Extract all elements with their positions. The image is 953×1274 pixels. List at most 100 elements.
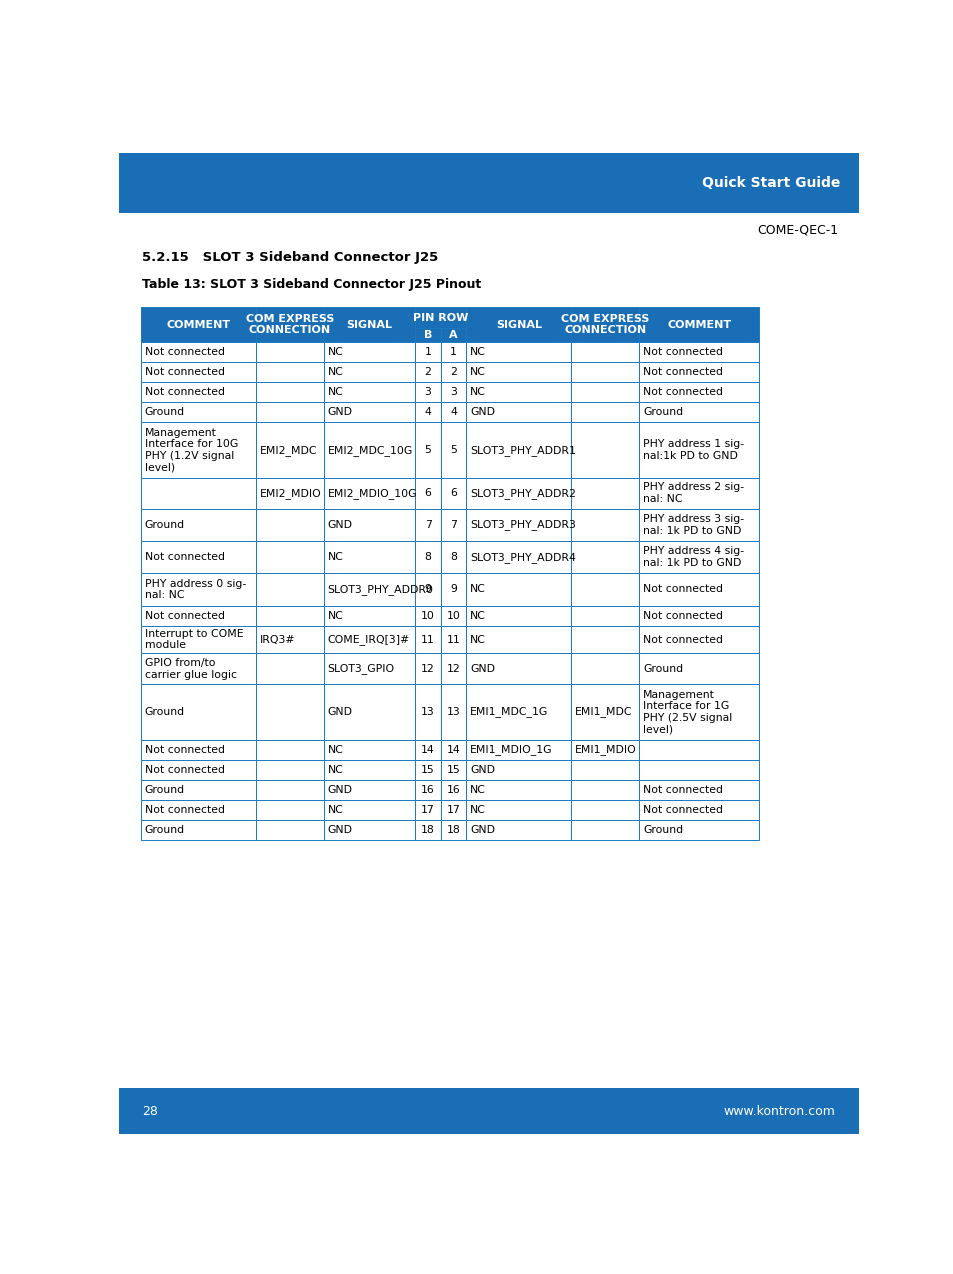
Bar xyxy=(255,508,323,541)
Text: Ground: Ground xyxy=(642,824,682,834)
Text: EMI1_MDC_1G: EMI1_MDC_1G xyxy=(470,707,548,717)
Text: IRQ3#: IRQ3# xyxy=(259,634,294,645)
Text: NC: NC xyxy=(328,805,343,814)
Text: Not connected: Not connected xyxy=(145,552,225,562)
Bar xyxy=(141,780,255,800)
Text: 6: 6 xyxy=(450,488,456,498)
Bar xyxy=(571,541,639,573)
Text: 11: 11 xyxy=(421,634,435,645)
Text: 4: 4 xyxy=(450,408,456,418)
Bar xyxy=(440,800,466,819)
Text: 3: 3 xyxy=(450,387,456,397)
Bar xyxy=(323,684,415,740)
Bar xyxy=(323,780,415,800)
Text: EMI2_MDIO: EMI2_MDIO xyxy=(259,488,321,498)
Text: NC: NC xyxy=(328,610,343,620)
Text: Not connected: Not connected xyxy=(642,387,722,397)
Text: NC: NC xyxy=(470,348,486,357)
Bar xyxy=(466,478,571,508)
Bar xyxy=(141,740,255,759)
Text: GND: GND xyxy=(328,408,353,418)
Bar xyxy=(639,684,759,740)
Bar xyxy=(571,403,639,423)
Bar xyxy=(571,343,639,362)
Bar xyxy=(571,382,639,403)
Bar xyxy=(141,654,255,684)
Bar xyxy=(440,362,466,382)
Text: NC: NC xyxy=(470,805,486,814)
Text: Not connected: Not connected xyxy=(642,785,722,795)
Bar xyxy=(323,800,415,819)
Text: Not connected: Not connected xyxy=(145,610,225,620)
Bar xyxy=(141,382,255,403)
Text: 8: 8 xyxy=(450,552,456,562)
Bar xyxy=(639,819,759,840)
Bar xyxy=(639,800,759,819)
Bar xyxy=(466,819,571,840)
Text: GPIO from/to
carrier glue logic: GPIO from/to carrier glue logic xyxy=(145,657,236,679)
Text: Ground: Ground xyxy=(145,824,185,834)
Bar xyxy=(119,153,858,213)
Bar xyxy=(415,626,440,654)
Bar xyxy=(440,759,466,780)
Bar xyxy=(141,343,255,362)
Bar xyxy=(571,307,639,343)
Text: COMMENT: COMMENT xyxy=(166,320,230,330)
Bar xyxy=(639,478,759,508)
Bar xyxy=(466,800,571,819)
Text: 12: 12 xyxy=(421,664,435,674)
Text: Interrupt to COME
module: Interrupt to COME module xyxy=(145,629,243,650)
Bar xyxy=(141,573,255,605)
Bar xyxy=(571,362,639,382)
Bar xyxy=(571,508,639,541)
Bar xyxy=(255,362,323,382)
Text: NC: NC xyxy=(470,610,486,620)
Bar xyxy=(466,573,571,605)
Text: 3: 3 xyxy=(424,387,431,397)
Bar xyxy=(639,541,759,573)
Bar xyxy=(571,684,639,740)
Text: Not connected: Not connected xyxy=(145,764,225,775)
Bar xyxy=(323,307,415,343)
Text: 16: 16 xyxy=(446,785,460,795)
Text: 14: 14 xyxy=(446,744,460,754)
Text: PIN ROW: PIN ROW xyxy=(413,312,468,322)
Bar xyxy=(415,423,440,478)
Text: Ground: Ground xyxy=(145,707,185,717)
Bar xyxy=(440,541,466,573)
Bar xyxy=(440,654,466,684)
Bar xyxy=(415,819,440,840)
Bar xyxy=(466,403,571,423)
Bar xyxy=(571,423,639,478)
Text: 10: 10 xyxy=(420,610,435,620)
Text: 11: 11 xyxy=(446,634,460,645)
Bar xyxy=(323,626,415,654)
Bar xyxy=(639,605,759,626)
Bar xyxy=(440,780,466,800)
Bar xyxy=(466,508,571,541)
Text: NC: NC xyxy=(328,367,343,377)
Bar xyxy=(415,654,440,684)
Text: 1: 1 xyxy=(424,348,431,357)
Text: Not connected: Not connected xyxy=(145,744,225,754)
Text: Not connected: Not connected xyxy=(642,367,722,377)
Text: SIGNAL: SIGNAL xyxy=(346,320,393,330)
Text: 5.2.15   SLOT 3 Sideband Connector J25: 5.2.15 SLOT 3 Sideband Connector J25 xyxy=(142,251,438,265)
Bar xyxy=(323,759,415,780)
Text: NC: NC xyxy=(328,387,343,397)
Text: 10: 10 xyxy=(446,610,460,620)
Text: 16: 16 xyxy=(421,785,435,795)
Bar xyxy=(571,780,639,800)
Bar xyxy=(571,478,639,508)
Text: NC: NC xyxy=(470,387,486,397)
Text: 15: 15 xyxy=(421,764,435,775)
Bar xyxy=(323,382,415,403)
Bar xyxy=(255,740,323,759)
Text: Not connected: Not connected xyxy=(145,805,225,814)
Bar xyxy=(141,605,255,626)
Bar xyxy=(323,343,415,362)
Bar xyxy=(415,759,440,780)
Bar xyxy=(141,541,255,573)
Text: NC: NC xyxy=(328,744,343,754)
Bar xyxy=(415,800,440,819)
